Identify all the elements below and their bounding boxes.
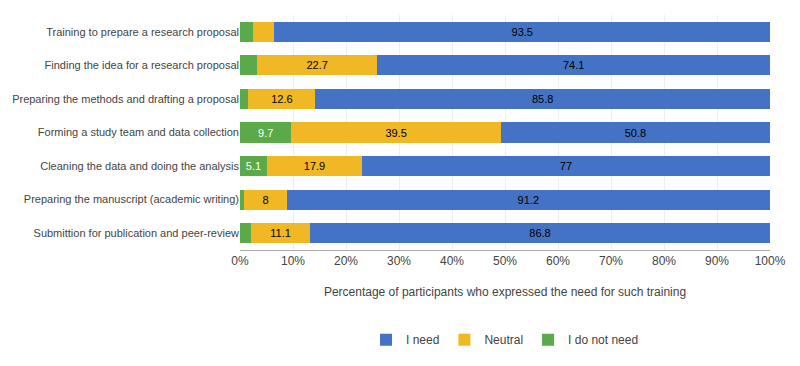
svg-text:0%: 0%: [231, 254, 249, 268]
svg-text:93.5: 93.5: [512, 26, 533, 38]
svg-text:40%: 40%: [440, 254, 464, 268]
svg-text:Training to prepare a research: Training to prepare a research proposal: [46, 26, 239, 38]
svg-text:50%: 50%: [493, 254, 517, 268]
svg-text:70%: 70%: [599, 254, 623, 268]
svg-text:Finding the idea for a researc: Finding the idea for a research proposal: [45, 59, 239, 71]
svg-text:80%: 80%: [652, 254, 676, 268]
svg-text:50.8: 50.8: [625, 127, 646, 139]
svg-text:74.1: 74.1: [563, 59, 584, 71]
svg-text:Cleaning the data and doing th: Cleaning the data and doing the analysis: [40, 160, 239, 172]
svg-text:60%: 60%: [546, 254, 570, 268]
svg-text:10%: 10%: [281, 254, 305, 268]
svg-text:I need: I need: [406, 333, 439, 347]
svg-text:Preparing the methods and draf: Preparing the methods and drafting a pro…: [12, 93, 239, 105]
svg-text:100%: 100%: [755, 254, 786, 268]
svg-text:20%: 20%: [334, 254, 358, 268]
svg-text:Percentage of participants who: Percentage of participants who expressed…: [324, 285, 686, 299]
svg-text:39.5: 39.5: [385, 127, 406, 139]
svg-text:5.1: 5.1: [246, 160, 261, 172]
svg-text:8: 8: [262, 194, 268, 206]
svg-text:77: 77: [560, 160, 572, 172]
svg-text:30%: 30%: [387, 254, 411, 268]
svg-text:17.9: 17.9: [304, 160, 325, 172]
svg-text:Submittion for publication and: Submittion for publication and peer-revi…: [34, 227, 240, 239]
svg-text:12.6: 12.6: [271, 93, 292, 105]
svg-text:22.7: 22.7: [306, 59, 327, 71]
svg-text:90%: 90%: [705, 254, 729, 268]
svg-text:9.7: 9.7: [258, 127, 273, 139]
svg-text:I do not need: I do not need: [568, 333, 638, 347]
svg-text:86.8: 86.8: [529, 227, 550, 239]
svg-text:Forming a study team and data: Forming a study team and data collection: [38, 126, 239, 138]
svg-text:Preparing the manuscript (acad: Preparing the manuscript (academic writi…: [24, 193, 239, 205]
svg-text:Neutral: Neutral: [484, 333, 523, 347]
svg-text:85.8: 85.8: [532, 93, 553, 105]
svg-text:11.1: 11.1: [270, 227, 291, 239]
svg-text:91.2: 91.2: [518, 194, 539, 206]
